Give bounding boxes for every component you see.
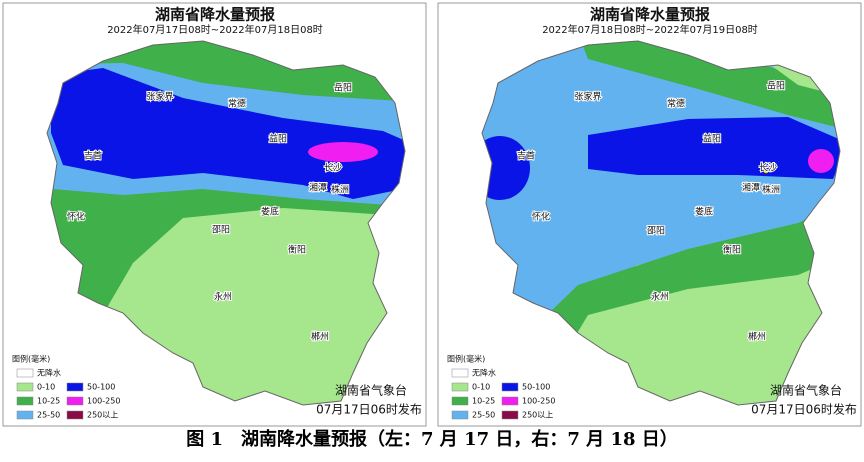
city-label: 益阳 [269,133,287,145]
city-label: 郴州 [748,331,766,343]
city-label: 怀化 [67,211,85,223]
city-label: 株洲 [762,184,780,196]
city-label: 吉首 [84,150,102,162]
legend-swatch [66,382,84,392]
legend-label: 无降水 [472,368,496,378]
city-label: 怀化 [532,211,550,223]
city-label: 岳阳 [334,82,352,94]
legend-label: 250以上 [87,411,118,420]
rain-area [482,41,840,405]
map-panel: 湖南省降水量预报2022年07月18日08时~2022年07月19日08时岳阳张… [437,2,862,427]
city-label: 长沙 [324,162,342,174]
caption: 图 1 湖南降水量预报（左：7 月 17 日，右：7 月 18 日） [186,428,678,450]
legend-label: 100-250 [87,397,120,406]
map-panel: 湖南省降水量预报2022年07月17日08时~2022年07月18日08时岳阳张… [2,2,427,427]
city-label: 邵阳 [647,226,665,237]
legend-label: 10-25 [37,397,60,406]
legend-label: 0-10 [472,383,490,392]
city-label: 娄底 [261,206,279,218]
legend-title: 图例(毫米) [447,354,485,364]
legend-swatch [16,382,34,392]
legend-swatch [451,382,469,392]
legend-swatch [451,410,469,420]
legend-label: 50-100 [522,383,550,392]
city-label: 永州 [651,291,669,303]
publisher: 湖南省气象台 [770,383,842,398]
legend-swatch [66,410,84,420]
legend-label: 100-250 [522,397,555,406]
legend-swatch [501,396,519,406]
city-label: 常德 [667,98,685,110]
city-label: 邵阳 [212,225,230,236]
city-label: 娄底 [695,206,713,218]
legend-swatch [451,368,469,378]
city-label: 湘潭 [309,182,327,194]
city-label: 吉首 [517,150,535,162]
city-label: 张家界 [574,91,601,103]
legend-label: 无降水 [37,368,61,378]
legend-swatch [16,396,34,406]
city-label: 张家界 [146,91,173,103]
city-label: 岳阳 [767,80,785,92]
legend-label: 50-100 [87,383,115,392]
city-label: 益阳 [703,133,721,145]
city-label: 长沙 [759,162,777,174]
map-subtitle: 2022年07月18日08时~2022年07月19日08时 [542,23,758,36]
legend-label: 10-25 [472,397,495,406]
legend-label: 250以上 [522,411,553,420]
city-label: 常德 [228,98,246,110]
legend-label: 25-50 [472,411,495,420]
city-label: 郴州 [311,331,329,343]
issue-time: 07月17日06时发布 [316,402,422,417]
issue-time: 07月17日06时发布 [751,402,857,417]
legend-swatch [451,396,469,406]
city-label: 衡阳 [288,244,306,256]
legend-swatch [66,396,84,406]
map-title: 湖南省降水量预报 [590,6,710,24]
city-label: 衡阳 [723,244,741,256]
legend-label: 0-10 [37,383,55,392]
legend-label: 25-50 [37,411,60,420]
legend-swatch [16,410,34,420]
rain-area [47,41,405,405]
publisher: 湖南省气象台 [335,383,407,398]
legend-swatch [501,410,519,420]
legend-title: 图例(毫米) [12,354,50,364]
city-label: 永州 [214,291,232,303]
map-subtitle: 2022年07月17日08时~2022年07月18日08时 [107,23,323,36]
city-label: 株洲 [331,184,349,196]
city-label: 湘潭 [742,182,760,194]
legend-swatch [501,382,519,392]
legend-swatch [16,368,34,378]
map-title: 湖南省降水量预报 [155,6,275,24]
